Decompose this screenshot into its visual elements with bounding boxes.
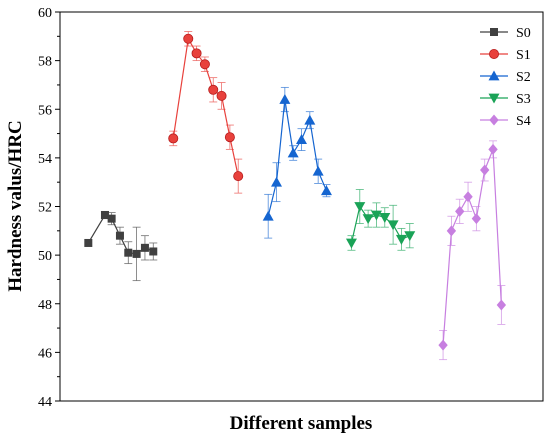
legend-marker-S0 — [490, 28, 498, 36]
y-tick-label: 52 — [38, 201, 52, 216]
data-point-S1 — [208, 84, 219, 95]
data-point-S0 — [149, 247, 158, 256]
y-axis-ticks: 44 46 48 50 52 54 56 58 60 — [38, 6, 60, 410]
y-tick-label: 56 — [38, 103, 52, 118]
data-point-S1 — [199, 59, 210, 70]
data-point-S1 — [168, 133, 179, 144]
y-axis-title: Hardness valus/HRC — [5, 120, 26, 292]
data-point-S3 — [387, 220, 399, 231]
data-point-S3 — [354, 202, 366, 212]
legend: S0 S1 S2 S3 S4 — [480, 26, 531, 129]
data-point-S4 — [496, 299, 507, 311]
data-point-S3 — [345, 238, 357, 249]
data-point-S4 — [471, 213, 482, 225]
data-point-S2 — [304, 114, 316, 125]
series-S0 — [84, 210, 158, 282]
data-point-S2 — [279, 94, 291, 104]
data-point-S4 — [455, 205, 465, 217]
data-point-S2 — [312, 165, 324, 176]
series-S2 — [262, 86, 332, 239]
series-layer — [84, 31, 507, 361]
data-point-S2 — [296, 134, 307, 145]
data-point-S4 — [463, 191, 473, 203]
data-point-S2 — [271, 176, 283, 187]
data-point-S3 — [395, 234, 407, 245]
data-point-S0 — [115, 231, 124, 240]
data-point-S4 — [480, 164, 490, 176]
data-point-S1 — [233, 171, 244, 182]
y-tick-label: 50 — [38, 249, 52, 264]
series-S3 — [345, 189, 416, 251]
data-point-S0 — [124, 248, 133, 257]
legend-item-S2: S2 — [480, 70, 531, 85]
data-point-S1 — [191, 48, 202, 59]
legend-label: S0 — [516, 26, 531, 41]
data-point-S1 — [216, 90, 227, 101]
legend-marker-S2 — [488, 70, 500, 81]
data-point-S0 — [84, 238, 93, 247]
series-line-S2 — [267, 99, 328, 217]
data-point-S0 — [140, 243, 149, 252]
data-point-S2 — [262, 210, 274, 221]
legend-item-S1: S1 — [480, 48, 531, 63]
x-axis-title: Different samples — [230, 413, 373, 434]
legend-label: S4 — [516, 114, 531, 129]
y-tick-label: 48 — [38, 298, 52, 313]
data-point-S2 — [320, 185, 332, 196]
series-line-S4 — [442, 149, 502, 346]
legend-item-S3: S3 — [480, 92, 531, 107]
legend-label: S3 — [516, 92, 531, 107]
legend-item-S4: S4 — [480, 114, 531, 129]
y-tick-label: 44 — [38, 395, 52, 410]
y-tick-label: 54 — [38, 152, 52, 167]
legend-marker-S3 — [488, 93, 500, 104]
data-point-S3 — [362, 214, 374, 225]
data-point-S4 — [488, 143, 498, 155]
data-point-S2 — [287, 147, 299, 158]
data-point-S0 — [107, 214, 116, 223]
plot-frame — [59, 11, 544, 402]
legend-marker-S4 — [489, 114, 499, 126]
data-point-S4 — [446, 225, 457, 237]
data-point-S4 — [438, 339, 448, 351]
y-tick-label: 58 — [38, 55, 52, 70]
data-point-S0 — [100, 211, 109, 220]
legend-label: S2 — [516, 70, 531, 85]
data-point-S3 — [370, 210, 382, 221]
data-point-S3 — [379, 213, 391, 223]
series-S4 — [438, 140, 507, 361]
legend-label: S1 — [516, 48, 531, 63]
data-point-S1 — [183, 33, 194, 44]
data-point-S1 — [224, 132, 235, 143]
series-S1 — [168, 31, 244, 194]
legend-marker-S1 — [488, 49, 499, 60]
data-point-S0 — [132, 249, 141, 258]
legend-item-S0: S0 — [480, 26, 531, 41]
data-point-S3 — [404, 231, 416, 242]
y-tick-label: 46 — [38, 346, 52, 361]
y-tick-label: 60 — [38, 6, 52, 21]
